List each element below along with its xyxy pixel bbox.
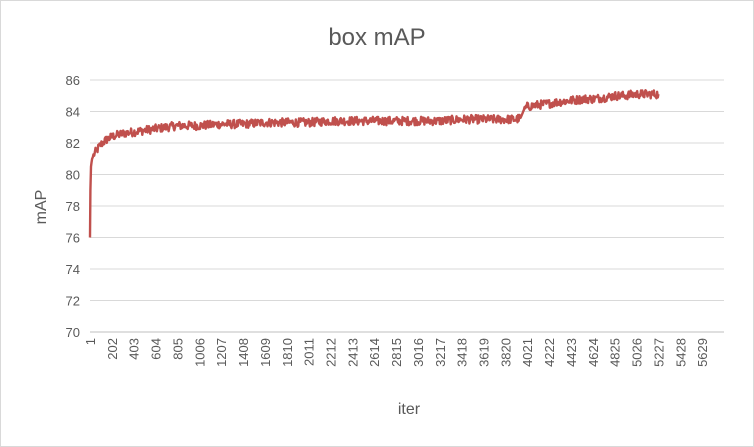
y-tick-label: 74 (66, 262, 80, 277)
x-tick-label: 3820 (498, 338, 513, 367)
y-tick-label: 80 (66, 168, 80, 183)
x-tick-label: 4222 (542, 338, 557, 367)
y-tick-label: 82 (66, 136, 80, 151)
x-tick-label: 4825 (608, 338, 623, 367)
x-tick-label: 4021 (520, 338, 535, 367)
x-tick-label: 202 (105, 338, 120, 360)
x-tick-label: 2212 (323, 338, 338, 367)
map-series-line (88, 89, 660, 238)
x-tick-label: 1 (83, 338, 98, 345)
x-tick-label: 1810 (280, 338, 295, 367)
y-tick-label: 84 (66, 105, 80, 120)
x-tick-label: 403 (127, 338, 142, 360)
x-tick-label: 2815 (389, 338, 404, 367)
x-tick-label: 3619 (477, 338, 492, 367)
x-tick-label: 4423 (564, 338, 579, 367)
x-tick-label: 604 (149, 338, 164, 360)
x-tick-label: 3418 (455, 338, 470, 367)
x-axis-title: iter (398, 401, 421, 418)
x-tick-label: 2011 (302, 338, 317, 366)
x-tick-label: 5026 (630, 338, 645, 367)
x-tick-label: 5629 (695, 338, 710, 367)
y-axis-title: mAP (33, 190, 50, 225)
x-tick-label: 5227 (651, 338, 666, 367)
y-tick-label: 70 (66, 325, 80, 340)
y-tick-label: 72 (66, 294, 80, 309)
x-tick-label: 3016 (411, 338, 426, 367)
y-tick-label: 78 (66, 199, 80, 214)
y-tick-label: 76 (66, 231, 80, 246)
x-tick-label: 1408 (236, 338, 251, 367)
x-tick-label: 2413 (345, 338, 360, 367)
x-tick-label: 5428 (673, 338, 688, 367)
x-tick-label: 4624 (586, 338, 601, 367)
x-tick-label: 1609 (258, 338, 273, 367)
x-tick-label: 805 (170, 338, 185, 360)
x-tick-label: 3217 (433, 338, 448, 367)
x-tick-label: 1006 (192, 338, 207, 367)
chart-title: box mAP (328, 24, 425, 51)
y-tick-label: 86 (66, 73, 80, 88)
x-tick-label: 2614 (367, 338, 382, 367)
x-tick-label: 1207 (214, 338, 229, 367)
